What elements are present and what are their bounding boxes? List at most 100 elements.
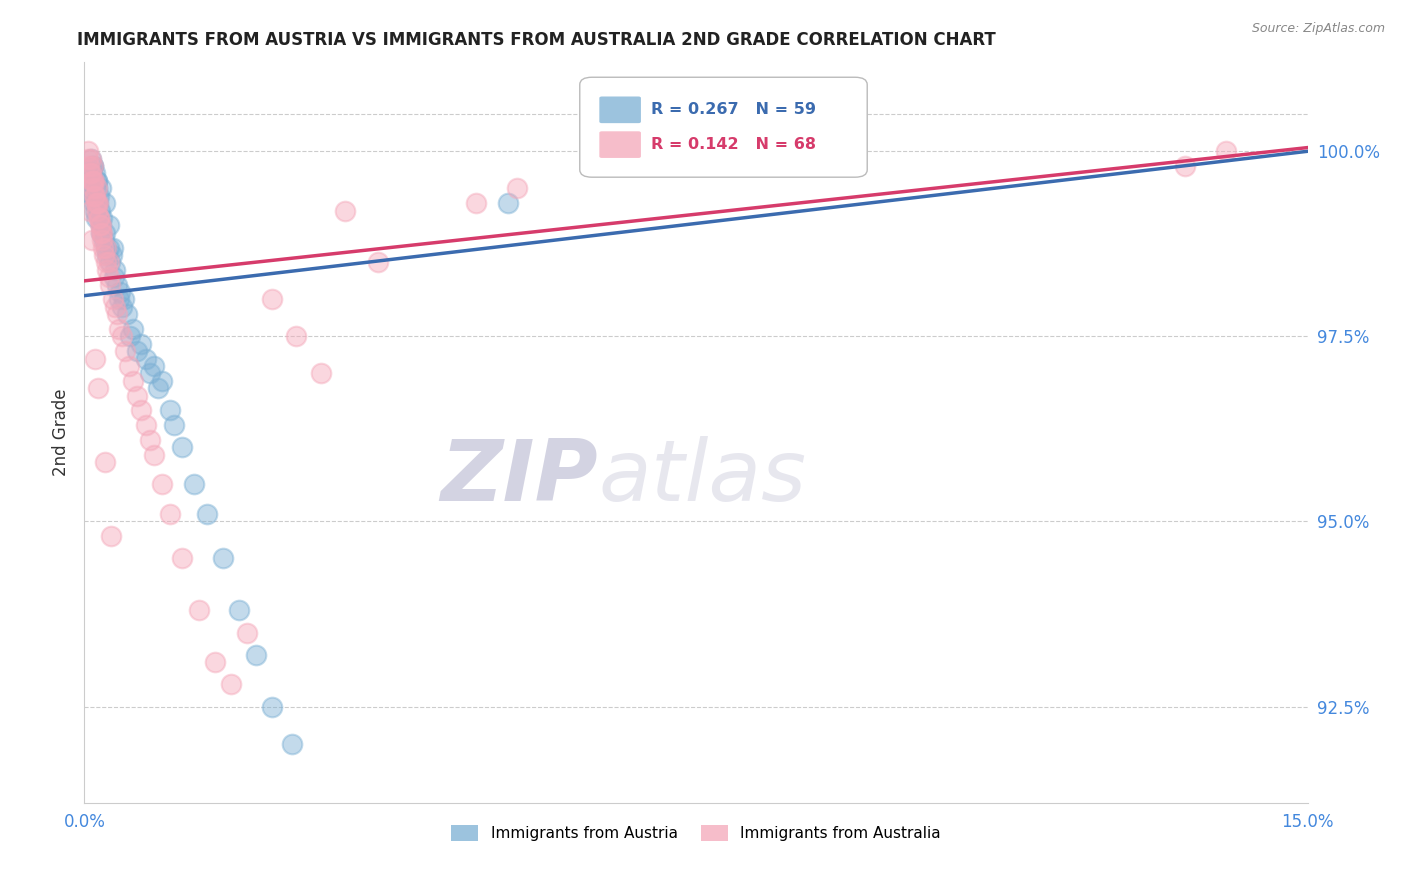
Point xyxy=(80,174,103,188)
Text: IMMIGRANTS FROM AUSTRIA VS IMMIGRANTS FROM AUSTRALIA 2ND GRADE CORRELATION CHART: IMMIGRANTS FROM AUSTRIA VS IMMIGRANTS FR… xyxy=(77,31,995,49)
Point xyxy=(84,167,107,181)
Text: ZIP: ZIP xyxy=(440,435,598,518)
Point xyxy=(84,203,107,218)
Point xyxy=(195,507,218,521)
Point xyxy=(91,241,114,255)
Point xyxy=(90,226,112,240)
Point xyxy=(135,418,157,433)
Point xyxy=(104,300,127,314)
Point xyxy=(91,233,114,247)
Point xyxy=(82,159,104,173)
Point xyxy=(87,211,110,225)
Point xyxy=(93,248,115,262)
Point xyxy=(122,322,145,336)
Point xyxy=(110,285,132,299)
Point xyxy=(464,196,486,211)
Point xyxy=(118,359,141,373)
Text: R = 0.142   N = 68: R = 0.142 N = 68 xyxy=(651,137,815,153)
Point xyxy=(236,625,259,640)
Y-axis label: 2nd Grade: 2nd Grade xyxy=(52,389,70,476)
Point xyxy=(82,174,104,188)
Point xyxy=(86,203,108,218)
Point xyxy=(84,351,107,366)
Point xyxy=(135,351,157,366)
Point xyxy=(142,359,165,373)
Point xyxy=(150,477,173,491)
Point xyxy=(163,418,186,433)
Point xyxy=(97,270,120,285)
Point xyxy=(127,344,149,359)
Point xyxy=(89,219,111,233)
Point xyxy=(93,455,115,469)
Point xyxy=(89,203,111,218)
Point xyxy=(1215,145,1237,159)
Point xyxy=(94,255,117,269)
Point xyxy=(122,374,145,388)
Point xyxy=(142,448,165,462)
Legend: Immigrants from Austria, Immigrants from Australia: Immigrants from Austria, Immigrants from… xyxy=(444,819,948,847)
Point xyxy=(260,699,283,714)
Point xyxy=(96,262,118,277)
Point xyxy=(82,159,104,173)
Point xyxy=(103,270,125,285)
Point xyxy=(90,226,112,240)
Point xyxy=(260,293,283,307)
Point xyxy=(96,248,118,262)
Point xyxy=(367,255,389,269)
Point xyxy=(82,188,104,202)
Point xyxy=(86,174,108,188)
Text: Source: ZipAtlas.com: Source: ZipAtlas.com xyxy=(1251,22,1385,36)
Point xyxy=(87,196,110,211)
Point xyxy=(97,255,120,269)
Point xyxy=(84,211,107,225)
Point xyxy=(281,737,304,751)
Point xyxy=(94,241,117,255)
Point xyxy=(87,211,110,225)
Point xyxy=(172,551,194,566)
Point xyxy=(111,329,134,343)
Point xyxy=(138,367,160,381)
Point xyxy=(127,389,149,403)
Point xyxy=(91,226,114,240)
Point xyxy=(118,329,141,343)
Point xyxy=(82,181,104,195)
Point xyxy=(83,188,105,202)
Point xyxy=(101,293,124,307)
Point xyxy=(245,648,267,662)
Point xyxy=(131,336,153,351)
Point xyxy=(90,219,112,233)
Point xyxy=(100,277,122,292)
Point xyxy=(91,211,114,225)
Point xyxy=(101,248,124,262)
Point xyxy=(84,196,107,211)
Point xyxy=(100,529,122,543)
Point xyxy=(87,381,110,395)
Point xyxy=(93,226,115,240)
Point xyxy=(80,152,103,166)
Point xyxy=(79,181,101,195)
Point xyxy=(87,188,110,202)
Point xyxy=(80,233,103,247)
Point xyxy=(111,300,134,314)
Point xyxy=(131,403,153,417)
Point xyxy=(183,477,205,491)
Point xyxy=(77,159,100,173)
Point xyxy=(93,233,115,247)
Point xyxy=(172,441,194,455)
Point xyxy=(212,551,235,566)
Point xyxy=(100,255,122,269)
Point xyxy=(83,196,105,211)
Point xyxy=(105,307,128,321)
Point xyxy=(505,181,527,195)
Point xyxy=(112,293,135,307)
Point xyxy=(86,196,108,211)
Point xyxy=(108,322,131,336)
Point xyxy=(97,219,120,233)
Point xyxy=(138,433,160,447)
Point xyxy=(77,145,100,159)
Point xyxy=(77,174,100,188)
Point xyxy=(204,655,226,669)
FancyBboxPatch shape xyxy=(599,96,641,123)
Text: R = 0.267   N = 59: R = 0.267 N = 59 xyxy=(651,103,815,118)
Point xyxy=(83,174,105,188)
